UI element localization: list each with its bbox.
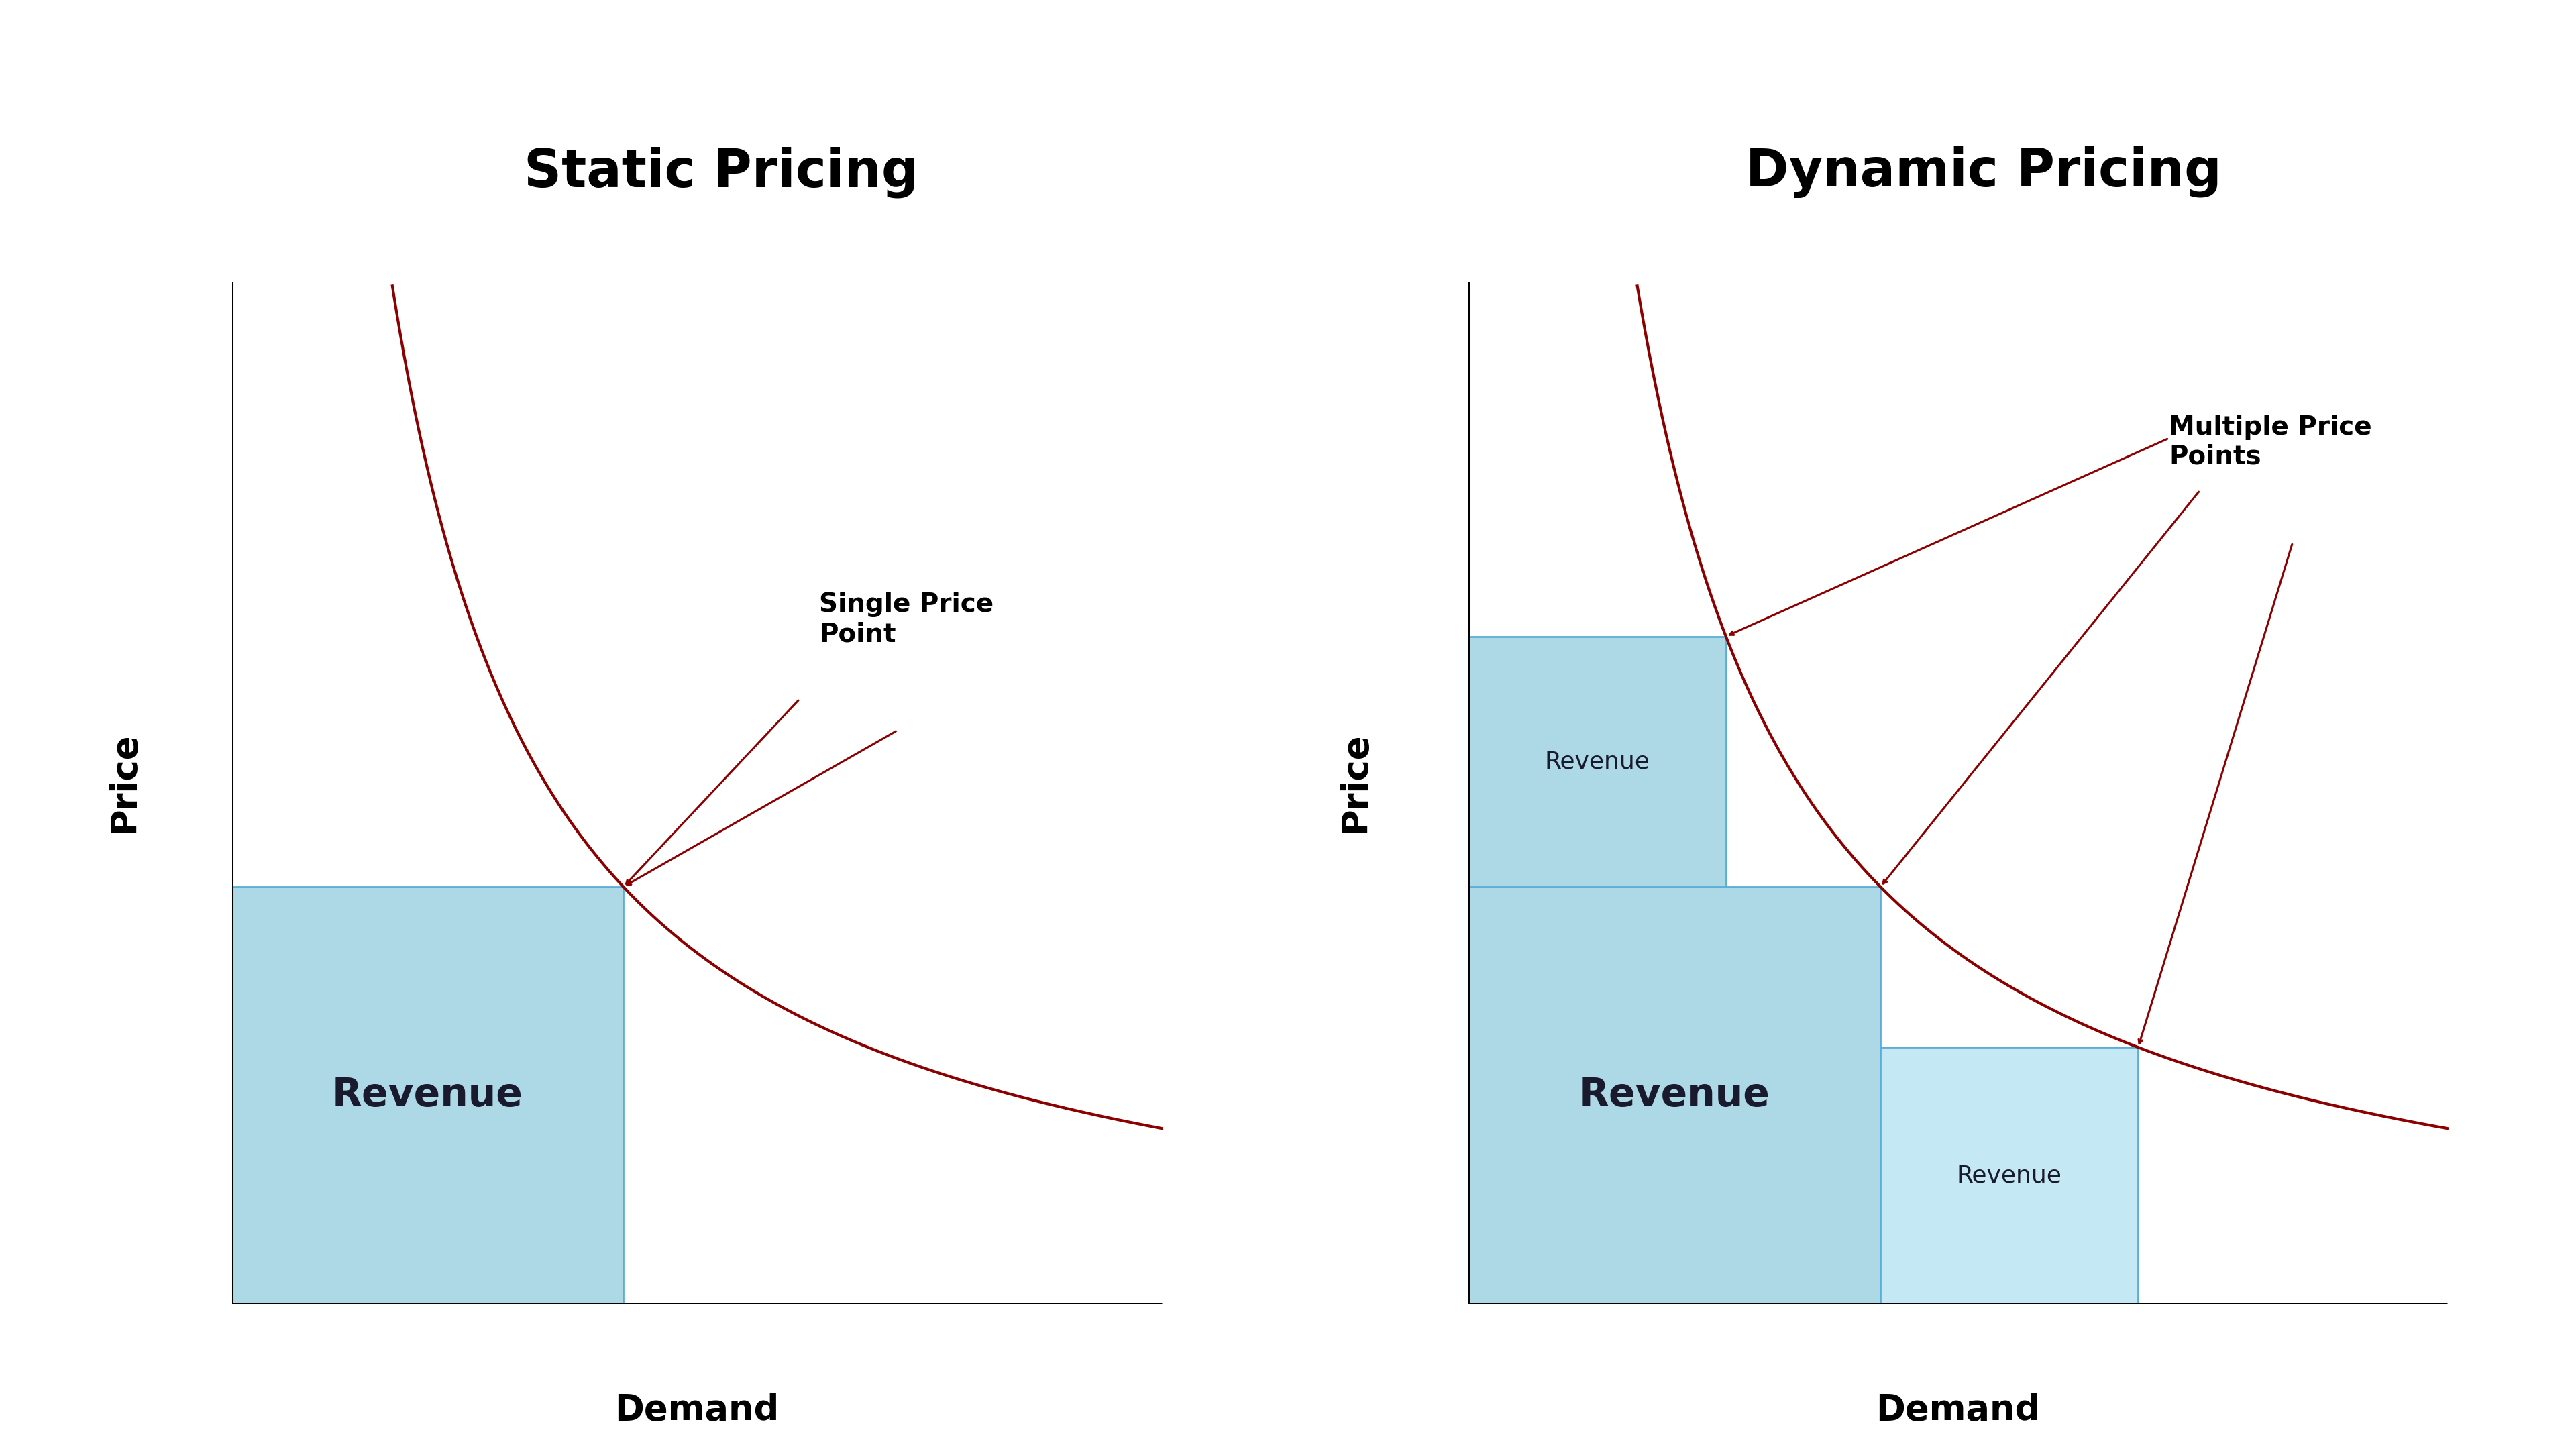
Text: Demand: Demand: [1875, 1392, 2040, 1427]
Bar: [1468, 887, 1880, 1304]
Text: Price: Price: [1337, 732, 1373, 833]
Text: Price: Price: [106, 732, 142, 833]
Bar: [1880, 1048, 2138, 1304]
Bar: [1468, 636, 1726, 887]
Text: Revenue: Revenue: [332, 1077, 523, 1114]
Bar: [232, 887, 623, 1304]
Text: Multiple Price
Points: Multiple Price Points: [2169, 414, 2372, 469]
Text: Revenue: Revenue: [1546, 751, 1649, 772]
Text: Revenue: Revenue: [1579, 1077, 1770, 1114]
Text: Single Price
Point: Single Price Point: [819, 591, 994, 646]
Text: Static Pricing: Static Pricing: [523, 146, 920, 199]
Text: Demand: Demand: [616, 1392, 778, 1427]
Text: Revenue: Revenue: [1958, 1165, 2061, 1187]
Text: Dynamic Pricing: Dynamic Pricing: [1747, 146, 2221, 199]
